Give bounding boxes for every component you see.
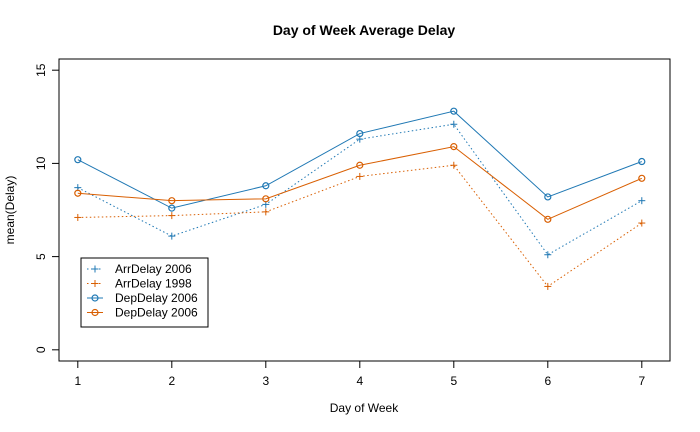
data-point [638, 219, 646, 227]
data-point [450, 161, 458, 169]
legend-box [80, 257, 209, 328]
x-tick-label: 3 [262, 374, 269, 388]
series-line [77, 146, 642, 220]
data-point [544, 193, 552, 201]
legend-label: ArrDelay 1998 [115, 277, 192, 291]
x-axis: 1 2 3 4 5 6 7 [74, 360, 645, 388]
series-line [77, 123, 643, 256]
x-tick-label: 5 [450, 374, 457, 388]
legend-marker [91, 308, 99, 317]
series-line [77, 110, 642, 209]
data-point [544, 251, 552, 259]
series-0 [74, 120, 646, 259]
legend-item: ArrDelay 1998 [87, 277, 192, 291]
x-tick-label: 2 [168, 374, 175, 388]
legend-item: DepDelay 2006 [87, 306, 198, 320]
data-point [450, 143, 458, 151]
data-point [356, 129, 364, 138]
x-tick-label: 4 [356, 374, 363, 388]
y-tick-label: 10 [34, 156, 48, 170]
data-point [262, 208, 270, 216]
data-point [262, 182, 270, 190]
data-point [74, 156, 82, 164]
data-point [262, 195, 270, 203]
data-point [450, 120, 458, 128]
y-tick-label: 5 [34, 253, 48, 260]
chart-title: Day of Week Average Delay [273, 22, 456, 38]
data-point [168, 232, 176, 240]
series-2 [74, 107, 646, 212]
legend-marker [91, 280, 99, 287]
x-tick-label: 6 [544, 374, 551, 388]
data-point [168, 212, 176, 220]
legend-marker [91, 265, 99, 273]
data-point [74, 189, 82, 197]
legend-item: DepDelay 2006 [87, 291, 198, 305]
series-layer [74, 107, 646, 290]
legend-label: DepDelay 2006 [115, 306, 198, 320]
data-point [638, 174, 646, 182]
data-point [356, 172, 364, 180]
data-point [638, 157, 646, 166]
legend-item: ArrDelay 2006 [87, 262, 192, 276]
y-tick-label: 0 [34, 346, 48, 353]
legend-label: DepDelay 2006 [115, 291, 198, 305]
y-axis: 0 5 10 15 [34, 63, 60, 353]
y-axis-label: mean(Delay) [3, 176, 17, 245]
series-1 [74, 161, 646, 290]
data-point [168, 197, 176, 205]
data-point [168, 204, 176, 212]
data-point [450, 107, 458, 115]
data-point [544, 215, 552, 223]
legend-marker [91, 294, 99, 302]
data-point [74, 213, 82, 221]
data-point [544, 282, 552, 290]
y-tick-label: 15 [34, 63, 48, 77]
legend-label: ArrDelay 2006 [115, 262, 192, 276]
x-axis-label: Day of Week [330, 401, 399, 415]
x-tick-label: 7 [638, 374, 645, 388]
x-tick-label: 1 [74, 374, 81, 388]
series-3 [74, 143, 646, 223]
data-point [356, 161, 364, 169]
data-point [638, 197, 646, 205]
